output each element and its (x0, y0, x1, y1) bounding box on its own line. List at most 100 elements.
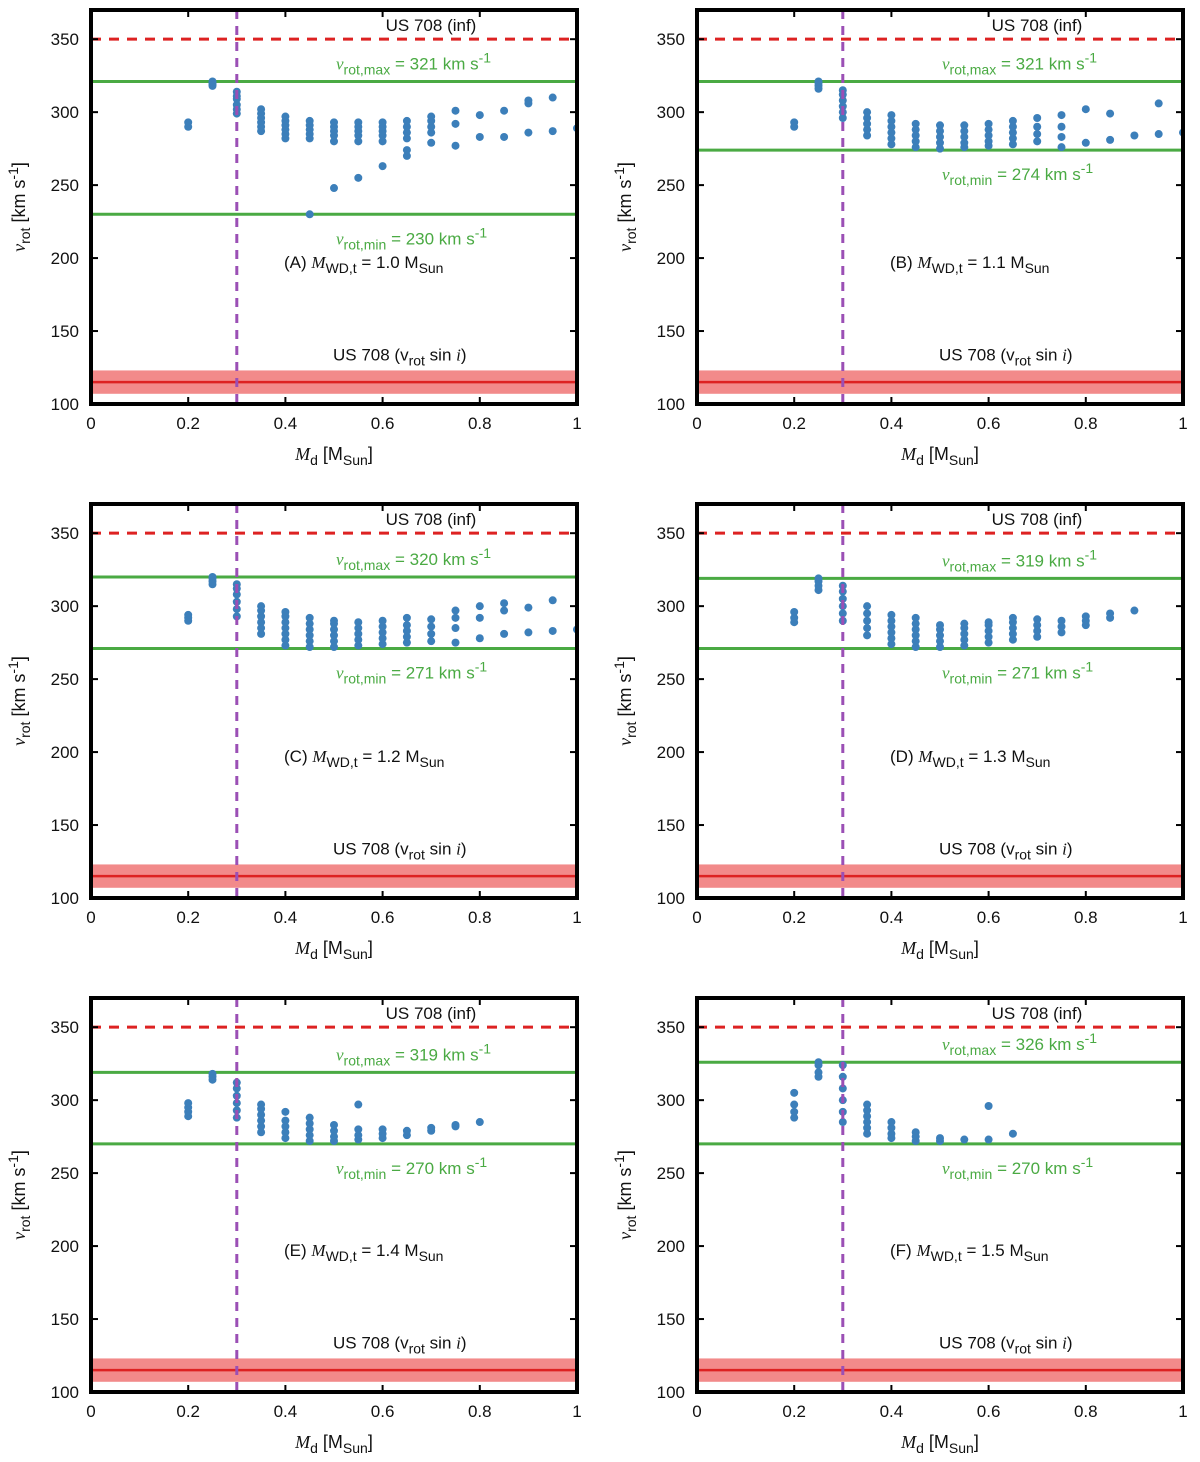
x-tick-label: 1 (572, 908, 581, 927)
y-tick-label: 300 (51, 103, 79, 122)
data-point (305, 625, 314, 634)
vrot-min-label: vrot,min = 274 km s-1 (942, 160, 1093, 188)
y-tick-label: 200 (51, 249, 79, 268)
data-point (1008, 134, 1017, 143)
data-point (330, 1126, 338, 1135)
data-point (1154, 130, 1163, 139)
y-tick-label: 250 (51, 1164, 79, 1183)
data-point (305, 631, 314, 640)
data-point (887, 610, 896, 619)
data-point (911, 631, 920, 640)
data-point (354, 641, 363, 650)
y-tick-label: 150 (51, 1310, 79, 1329)
data-point (838, 96, 847, 105)
data-point (863, 108, 872, 117)
data-point (887, 111, 896, 120)
x-tick-label: 0.8 (468, 414, 492, 433)
data-point (911, 637, 920, 646)
vrot-max-label: vrot,max = 320 km s-1 (336, 545, 491, 573)
vrot-min-label: vrot,min = 271 km s-1 (336, 658, 487, 686)
data-point (960, 635, 969, 644)
data-point (863, 1129, 872, 1138)
data-point (427, 622, 436, 631)
us708-vsini-label: US 708 (vrot sin i) (333, 839, 467, 862)
data-point (887, 134, 896, 143)
data-point (451, 141, 460, 150)
y-tick-label: 100 (657, 1383, 685, 1402)
data-point (281, 641, 290, 650)
data-point (863, 1123, 872, 1132)
data-point (257, 629, 266, 638)
data-point (451, 106, 460, 115)
data-point (1008, 1129, 1017, 1138)
data-point (863, 609, 872, 618)
y-tick-label: 100 (51, 395, 79, 414)
data-point (427, 629, 436, 638)
data-point (936, 138, 944, 147)
data-point (1033, 632, 1042, 641)
y-tick-label: 250 (657, 670, 685, 689)
data-point (1130, 131, 1139, 140)
x-tick-label: 0.4 (274, 908, 298, 927)
data-point (354, 118, 363, 127)
data-point (936, 132, 944, 141)
plot-area (91, 998, 577, 1392)
data-point (378, 137, 387, 146)
data-point (305, 643, 314, 652)
data-point (475, 132, 484, 141)
us708-inf-label: US 708 (inf) (992, 1004, 1083, 1023)
data-point (427, 637, 436, 646)
data-point (960, 127, 969, 136)
x-tick-label: 0.4 (880, 908, 904, 927)
x-tick-label: 0 (86, 1402, 95, 1421)
data-point (475, 111, 484, 120)
y-tick-label: 300 (657, 597, 685, 616)
data-point (1033, 130, 1042, 139)
data-point (936, 637, 944, 646)
panel-label: (D) MWD,t = 1.3 MSun (890, 747, 1050, 770)
y-tick-label: 150 (51, 322, 79, 341)
y-axis-title: vrot [km s-1] (611, 162, 639, 252)
us708-vsini-label: US 708 (vrot sin i) (939, 345, 1073, 368)
data-point (402, 626, 411, 635)
plot-area (697, 10, 1183, 404)
y-axis-title: vrot [km s-1] (611, 1150, 639, 1240)
data-point (354, 1131, 363, 1140)
data-point (402, 621, 411, 630)
data-point (887, 634, 896, 643)
data-point (1008, 140, 1017, 149)
x-tick-label: 0 (86, 414, 95, 433)
data-point (863, 119, 872, 128)
y-axis-title: vrot [km s-1] (5, 162, 33, 252)
data-point (1008, 624, 1017, 633)
data-point (402, 1126, 411, 1135)
data-point (863, 1118, 872, 1127)
vrot-min-label: vrot,min = 271 km s-1 (942, 658, 1093, 686)
data-point (863, 113, 872, 122)
data-point (863, 1112, 872, 1121)
data-point (451, 119, 460, 128)
y-tick-label: 300 (51, 1091, 79, 1110)
vrot-max-label: vrot,max = 319 km s-1 (336, 1040, 491, 1068)
plot-area (697, 998, 1183, 1392)
x-tick-label: 0 (692, 1402, 701, 1421)
x-tick-label: 1 (572, 1402, 581, 1421)
data-point (330, 643, 338, 652)
data-point (354, 629, 363, 638)
data-point (281, 607, 290, 616)
data-point (911, 125, 920, 134)
y-tick-label: 250 (51, 670, 79, 689)
y-tick-label: 200 (657, 743, 685, 762)
vrot-max-label: vrot,max = 326 km s-1 (942, 1030, 1097, 1058)
data-point (208, 77, 217, 86)
data-point (257, 1122, 266, 1131)
data-point (257, 1100, 266, 1109)
data-point (984, 618, 993, 627)
data-point (887, 140, 896, 149)
data-point (330, 1120, 338, 1129)
data-point (911, 1128, 920, 1137)
data-point (838, 609, 847, 618)
data-point (451, 624, 460, 633)
x-tick-label: 0.6 (977, 414, 1001, 433)
data-point (887, 640, 896, 649)
